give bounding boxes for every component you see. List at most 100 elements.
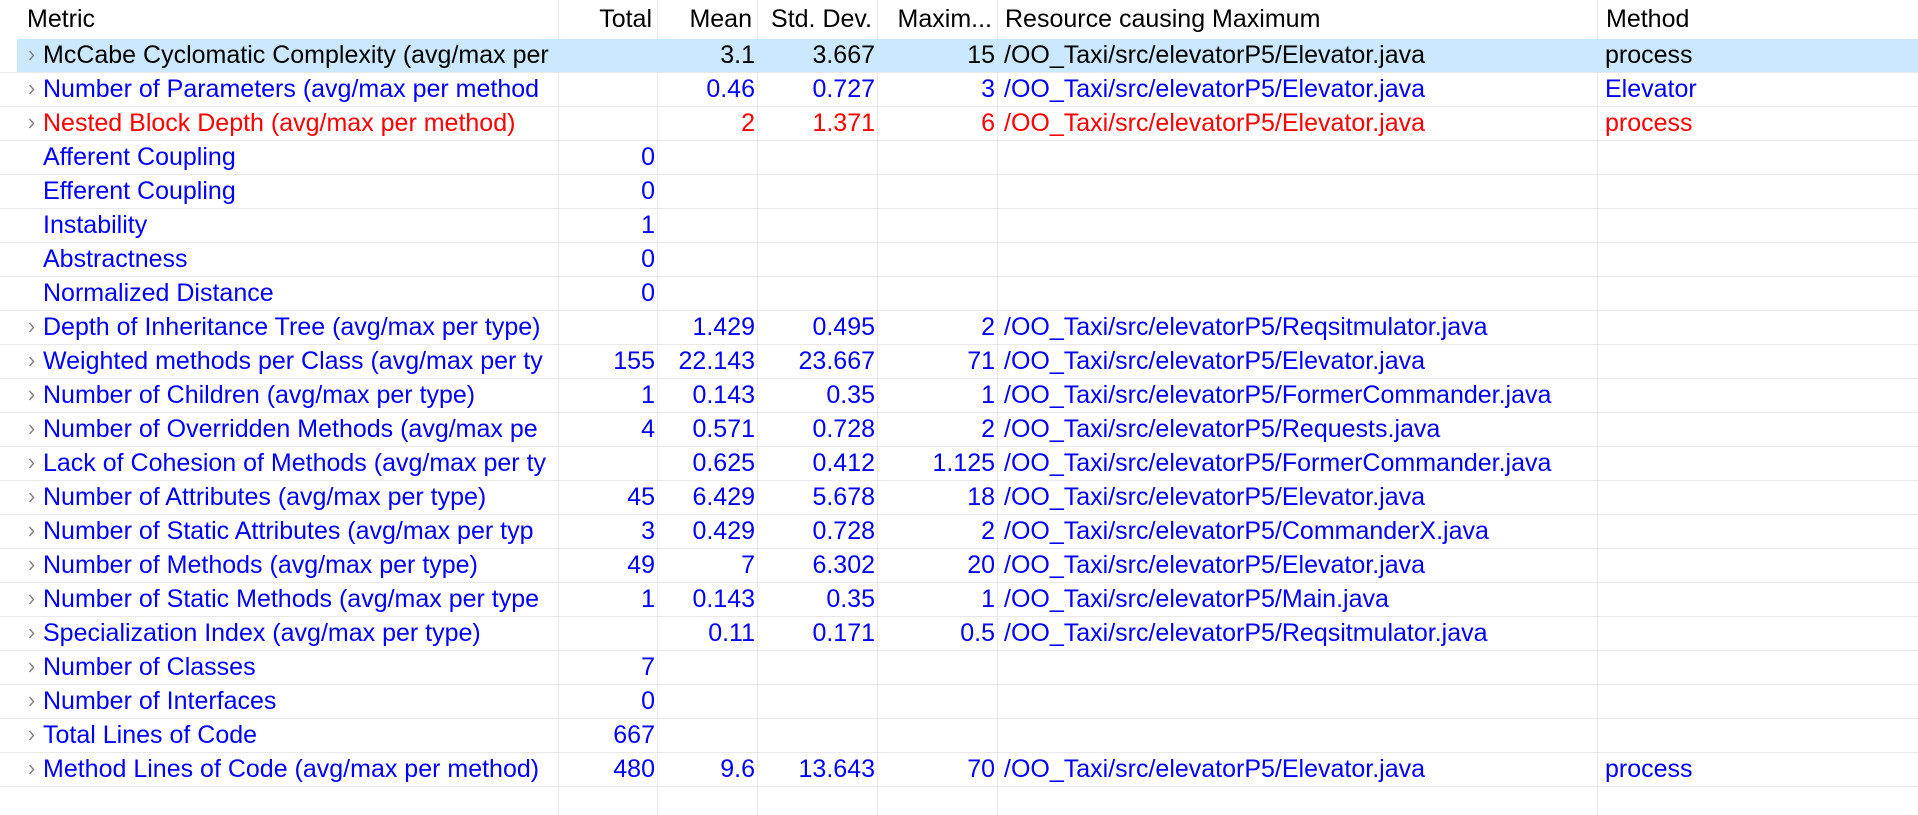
- table-row[interactable]: Specialization Index (avg/max per type) 0…: [0, 617, 1918, 651]
- std-dev-value: [758, 141, 878, 174]
- maximum-value: 0.5: [960, 619, 995, 647]
- table-row[interactable]: Number of Overridden Methods (avg/max pe…: [0, 413, 1918, 447]
- column-header-total[interactable]: Total: [599, 5, 652, 33]
- resource-path: /OO_Taxi/src/elevatorP5/Elevator.java: [1004, 483, 1426, 511]
- method-name: [1598, 243, 1918, 276]
- maximum-value: 15: [967, 41, 995, 69]
- maximum-value: [878, 243, 998, 276]
- resource-path: /OO_Taxi/src/elevatorP5/Elevator.java: [1004, 551, 1426, 579]
- metric-name: McCabe Cyclomatic Complexity (avg/max pe…: [43, 41, 549, 69]
- table-row[interactable]: Number of Children (avg/max per type) 1 0.…: [0, 379, 1918, 413]
- maximum-value: [878, 209, 998, 242]
- metric-name: Number of Overridden Methods (avg/max pe: [43, 415, 538, 443]
- chevron-right-icon[interactable]: [27, 695, 36, 708]
- table-row[interactable]: Weighted methods per Class (avg/max per …: [0, 345, 1918, 379]
- column-header-metric[interactable]: Metric: [27, 5, 96, 33]
- metric-name: Abstractness: [43, 245, 188, 273]
- chevron-right-icon[interactable]: [27, 627, 36, 640]
- column-header-std-dev[interactable]: Std. Dev.: [771, 5, 872, 33]
- std-dev-value: [758, 175, 878, 208]
- table-row[interactable]: Nested Block Depth (avg/max per method) 2…: [0, 107, 1918, 141]
- table-body: McCabe Cyclomatic Complexity (avg/max pe…: [0, 39, 1918, 787]
- metric-cell: McCabe Cyclomatic Complexity (avg/max pe…: [0, 39, 559, 72]
- column-header-resource[interactable]: Resource causing Maximum: [1005, 5, 1321, 33]
- chevron-right-icon[interactable]: [27, 423, 36, 436]
- maximum-value: 1.125: [932, 449, 995, 477]
- resource-path: /OO_Taxi/src/elevatorP5/Reqsitmulator.ja…: [1004, 619, 1488, 647]
- method-name: process: [1605, 41, 1693, 69]
- resource-path: /OO_Taxi/src/elevatorP5/Main.java: [1004, 585, 1389, 613]
- resource-path: /OO_Taxi/src/elevatorP5/FormerCommander.…: [1004, 381, 1552, 409]
- column-header-maximum[interactable]: Maxim...: [897, 5, 992, 33]
- chevron-right-icon[interactable]: [27, 457, 36, 470]
- std-dev-value: 0.728: [812, 415, 875, 443]
- table-row[interactable]: Number of Static Methods (avg/max per ty…: [0, 583, 1918, 617]
- method-name: [1598, 413, 1918, 446]
- method-name: process: [1605, 755, 1693, 783]
- metric-cell: Method Lines of Code (avg/max per method…: [0, 753, 559, 786]
- total-value: [559, 73, 658, 106]
- chevron-right-icon[interactable]: [27, 763, 36, 776]
- mean-value: 6.429: [692, 483, 755, 511]
- chevron-right-icon[interactable]: [27, 593, 36, 606]
- table-row[interactable]: McCabe Cyclomatic Complexity (avg/max pe…: [0, 39, 1918, 73]
- table-row[interactable]: Number of Static Attributes (avg/max per…: [0, 515, 1918, 549]
- maximum-value: 2: [981, 313, 995, 341]
- chevron-right-icon[interactable]: [27, 661, 36, 674]
- resource-path: /OO_Taxi/src/elevatorP5/FormerCommander.…: [1004, 449, 1552, 477]
- table-row[interactable]: Lack of Cohesion of Methods (avg/max per…: [0, 447, 1918, 481]
- method-name: [1598, 719, 1918, 752]
- metric-cell: Nested Block Depth (avg/max per method): [0, 107, 559, 140]
- metric-name: Afferent Coupling: [43, 143, 236, 171]
- table-row[interactable]: Number of Parameters (avg/max per method…: [0, 73, 1918, 107]
- table-row[interactable]: Afferent Coupling 0: [0, 141, 1918, 175]
- table-row[interactable]: Total Lines of Code 667: [0, 719, 1918, 753]
- std-dev-value: 3.667: [812, 41, 875, 69]
- std-dev-value: [758, 277, 878, 310]
- metric-cell: Number of Attributes (avg/max per type): [0, 481, 559, 514]
- std-dev-value: 0.727: [812, 75, 875, 103]
- chevron-right-icon[interactable]: [27, 491, 36, 504]
- chevron-right-icon[interactable]: [27, 559, 36, 572]
- table-row[interactable]: Number of Attributes (avg/max per type) 4…: [0, 481, 1918, 515]
- total-value: 45: [627, 483, 655, 511]
- method-name: [1598, 277, 1918, 310]
- table-row[interactable]: Abstractness 0: [0, 243, 1918, 277]
- chevron-right-icon[interactable]: [27, 389, 36, 402]
- chevron-right-icon[interactable]: [27, 83, 36, 96]
- table-row[interactable]: Depth of Inheritance Tree (avg/max per t…: [0, 311, 1918, 345]
- chevron-right-icon[interactable]: [27, 355, 36, 368]
- chevron-right-icon[interactable]: [27, 321, 36, 334]
- column-header-method[interactable]: Method: [1606, 5, 1690, 33]
- resource-path: /OO_Taxi/src/elevatorP5/Reqsitmulator.ja…: [1004, 313, 1488, 341]
- chevron-right-icon[interactable]: [27, 49, 36, 62]
- mean-value: 2: [741, 109, 755, 137]
- mean-value: 0.11: [708, 619, 755, 647]
- resource-path: /OO_Taxi/src/elevatorP5/Elevator.java: [1004, 109, 1426, 137]
- metric-cell: Depth of Inheritance Tree (avg/max per t…: [0, 311, 559, 344]
- column-header-mean[interactable]: Mean: [689, 5, 752, 33]
- metric-name: Number of Parameters (avg/max per method: [43, 75, 540, 103]
- total-value: 0: [641, 245, 655, 273]
- table-row[interactable]: Efferent Coupling 0: [0, 175, 1918, 209]
- chevron-right-icon[interactable]: [27, 117, 36, 130]
- resource-path: /OO_Taxi/src/elevatorP5/Elevator.java: [1004, 41, 1426, 69]
- chevron-right-icon[interactable]: [27, 525, 36, 538]
- chevron-right-icon[interactable]: [27, 729, 36, 742]
- maximum-value: 3: [981, 75, 995, 103]
- mean-value: [658, 651, 758, 684]
- table-row[interactable]: Number of Classes 7: [0, 651, 1918, 685]
- resource-path: [998, 175, 1598, 208]
- metric-cell: Number of Overridden Methods (avg/max pe: [0, 413, 559, 446]
- std-dev-value: 0.35: [826, 585, 875, 613]
- table-row[interactable]: Normalized Distance 0: [0, 277, 1918, 311]
- total-value: 1: [641, 585, 655, 613]
- table-row[interactable]: Instability 1: [0, 209, 1918, 243]
- table-row[interactable]: Number of Methods (avg/max per type) 49 7 6…: [0, 549, 1918, 583]
- method-name: [1598, 141, 1918, 174]
- table-row[interactable]: Method Lines of Code (avg/max per method…: [0, 753, 1918, 787]
- maximum-value: 71: [967, 347, 995, 375]
- table-row[interactable]: Number of Interfaces 0: [0, 685, 1918, 719]
- std-dev-value: 13.643: [798, 755, 875, 783]
